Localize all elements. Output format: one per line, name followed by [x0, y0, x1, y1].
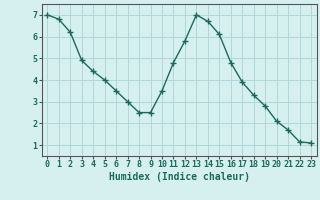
- X-axis label: Humidex (Indice chaleur): Humidex (Indice chaleur): [109, 172, 250, 182]
